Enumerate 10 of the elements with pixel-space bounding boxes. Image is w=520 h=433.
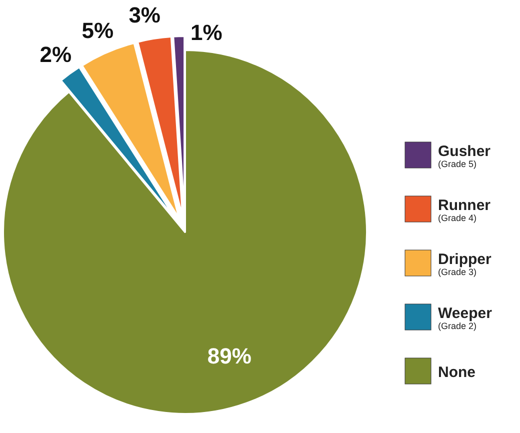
legend-label: Runner (Grade 4) [438, 197, 491, 223]
legend-label: Weeper (Grade 2) [438, 305, 492, 331]
legend-label: Dripper (Grade 3) [438, 251, 492, 277]
data-label: 3% [128, 2, 160, 28]
data-label: 5% [82, 18, 114, 44]
data-label: 1% [190, 20, 222, 46]
data-label: 2% [40, 42, 72, 68]
data-label: 89% [207, 343, 252, 368]
legend-label: None [438, 364, 476, 381]
legend-label: Gusher (Grade 5) [438, 143, 491, 169]
